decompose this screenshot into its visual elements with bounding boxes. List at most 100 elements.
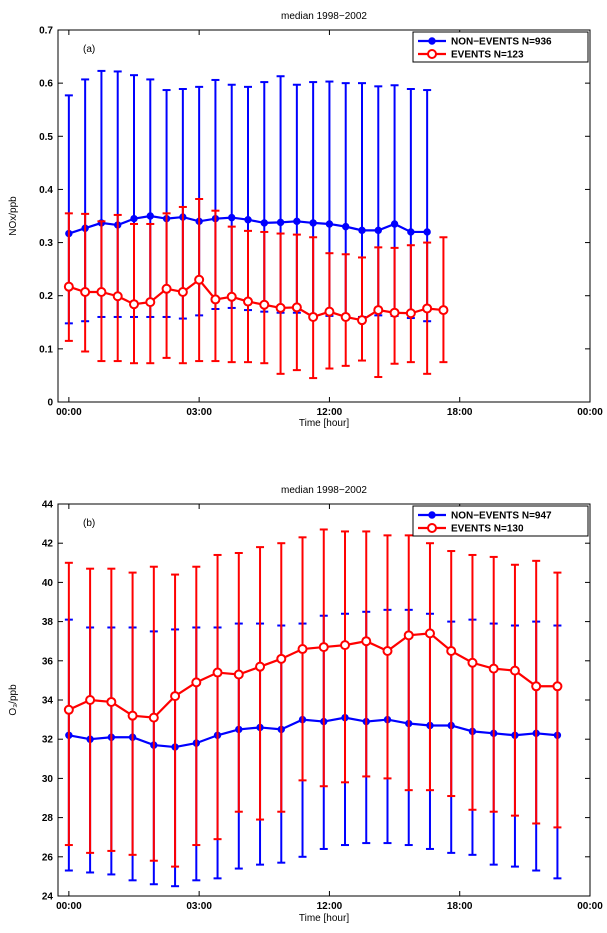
data-point [106, 696, 117, 707]
legend-marker [427, 49, 437, 59]
y-tick-label: 36 [42, 656, 54, 667]
legend-marker [427, 523, 437, 533]
plot-area-frame [57, 29, 591, 403]
data-point [161, 283, 172, 294]
x-tick-label: 12:00 [317, 901, 343, 912]
y-tick-label: 0.5 [39, 132, 53, 143]
panel-label: (b) [83, 518, 95, 529]
data-point [358, 226, 366, 235]
data-point [446, 646, 457, 656]
legend-box [412, 505, 589, 537]
data-point [194, 274, 205, 285]
y-tick-label: 0.7 [39, 26, 53, 37]
data-point [342, 222, 350, 231]
data-point [382, 646, 393, 656]
y-axis-label: O₃/ppb [8, 684, 19, 716]
y-tick-label: 30 [42, 774, 54, 785]
series-2 [63, 197, 449, 380]
data-point [170, 691, 181, 702]
x-tick-label: 00:00 [577, 901, 603, 912]
y-tick-label: 0.4 [39, 185, 53, 196]
x-tick-label: 18:00 [447, 407, 473, 418]
data-point [509, 665, 520, 676]
data-point [438, 305, 449, 316]
legend-box [412, 31, 589, 63]
data-point [260, 219, 268, 227]
y-tick-label: 0.2 [39, 291, 53, 302]
data-point [96, 286, 107, 297]
data-point [228, 213, 236, 222]
legend-label: NON−EVENTS N=947 [451, 511, 552, 522]
data-point [276, 218, 285, 227]
legend-marker [428, 37, 436, 45]
data-point [293, 217, 301, 226]
y-tick-label: 0.6 [39, 79, 53, 90]
data-point [146, 212, 154, 220]
data-point [80, 286, 91, 297]
data-point [422, 303, 433, 314]
series-line [68, 278, 444, 322]
data-point [340, 311, 351, 322]
data-point [177, 286, 188, 297]
data-point [424, 628, 435, 639]
data-point [259, 299, 270, 310]
y-tick-label: 0.3 [39, 238, 53, 249]
y-tick-label: 44 [42, 500, 54, 511]
data-point [325, 220, 334, 228]
y-tick-label: 38 [42, 617, 54, 628]
legend-label: NON−EVENTS N=936 [451, 37, 552, 48]
series-2 [63, 528, 563, 868]
x-tick-label: 03:00 [186, 407, 212, 418]
data-point [373, 305, 384, 316]
data-point [361, 636, 372, 647]
data-point [407, 228, 415, 236]
data-point [63, 281, 74, 292]
data-point [243, 296, 253, 307]
data-point [148, 712, 159, 723]
y-axis-label: NOx/ppb [8, 196, 19, 236]
data-point [308, 311, 319, 322]
x-tick-label: 18:00 [447, 901, 473, 912]
data-point [210, 294, 221, 305]
legend-label: EVENTS N=130 [451, 524, 524, 535]
data-point [324, 306, 335, 317]
chart-panel-1: median 1998−2002 0 0.1 0.2 0.3 0.4 0.5 0.6 0.7 00… [8, 11, 603, 429]
data-point [244, 216, 252, 224]
x-axis-label: Time [hour] [299, 913, 349, 924]
x-tick-label: 00:00 [577, 407, 603, 418]
data-point [129, 299, 139, 310]
data-point [405, 308, 416, 319]
data-point [255, 661, 266, 672]
data-point [275, 302, 286, 313]
x-tick-label: 03:00 [186, 901, 212, 912]
legend: NON−EVENTS N=936 EVENTS N=123 [412, 31, 589, 63]
legend-marker [428, 511, 436, 519]
data-point [340, 640, 351, 651]
data-point [226, 291, 237, 302]
data-point [145, 297, 156, 308]
data-point [403, 630, 414, 641]
y-tick-label: 34 [42, 696, 54, 707]
data-point [389, 307, 400, 318]
data-point [85, 695, 96, 705]
data-point [423, 228, 431, 236]
data-point [130, 214, 138, 223]
y-tick-label: 26 [42, 852, 54, 863]
data-point [531, 681, 542, 692]
data-point [297, 644, 308, 655]
y-tick-label: 0 [47, 398, 53, 409]
data-point [127, 710, 138, 721]
x-axis-label: Time [hour] [299, 418, 349, 429]
chart-title: median 1998−2002 [281, 485, 367, 496]
data-point [191, 677, 202, 688]
data-point [552, 681, 563, 692]
legend: NON−EVENTS N=947 EVENTS N=130 [412, 505, 589, 537]
y-tick-label: 32 [42, 735, 54, 746]
y-tick-label: 28 [42, 813, 54, 824]
data-point [233, 669, 244, 680]
y-tick-label: 0.1 [39, 344, 53, 355]
legend-label: EVENTS N=123 [451, 50, 524, 61]
data-point [291, 302, 302, 313]
data-point [467, 657, 478, 668]
